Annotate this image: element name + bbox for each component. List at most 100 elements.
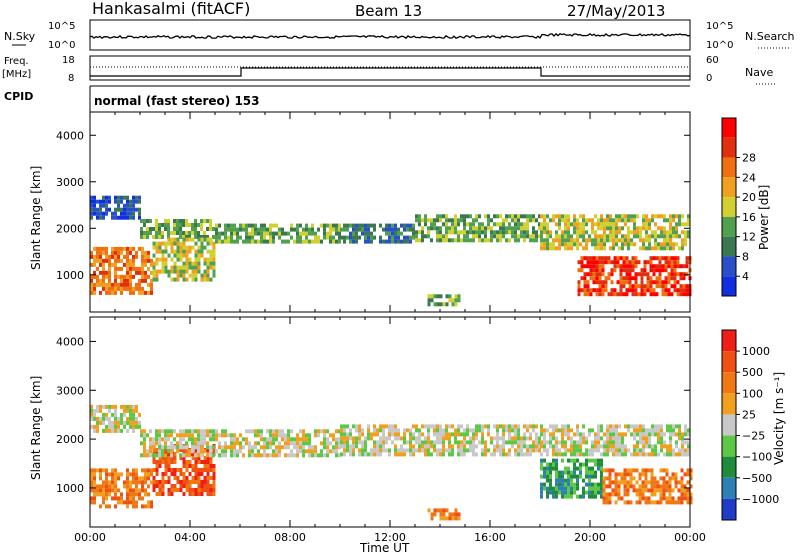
power-band-6 [427, 294, 461, 307]
power-band-2 [140, 219, 215, 239]
power-colorbar-label: Power [dB] [757, 185, 771, 250]
velocity-colorbar: 1000 500 100 25 −25 −100 −500 −1000 [721, 329, 779, 521]
vel-cbar-tick-label-2: 100 [742, 387, 763, 400]
nsearch-label: N.Search [745, 30, 795, 43]
nsky-label: N.Sky [4, 30, 36, 43]
power-ylabel: Slant Range [km] [29, 166, 43, 270]
power-cbar-swatch-0 [722, 118, 736, 138]
velocity-band-6 [540, 424, 690, 457]
vel-cbar-tick-label-5: −100 [742, 451, 772, 464]
nsky-tick-low-left: 10^0 [48, 40, 75, 51]
power-band-7 [415, 214, 541, 243]
power-band-5 [340, 223, 415, 244]
vel-cbar-frame [721, 329, 737, 521]
vel-cbar-tick-label-4: −25 [742, 430, 765, 443]
xtick-label-0: 00:00 [74, 531, 106, 544]
power-cbar-swatch-1 [722, 137, 736, 158]
power-ytick-label-2: 3000 [56, 176, 84, 189]
velocity-axes: 1000 2000 3000 4000 00:00 04:00 08:00 12:00 16:0… [56, 317, 706, 544]
nsky-tick-high-right: 10^5 [706, 21, 733, 32]
power-cbar-tick-label-5: 24 [742, 171, 756, 184]
vel-cbar-tick-label-6: −500 [742, 472, 772, 485]
xtick-label-1: 04:00 [174, 531, 206, 544]
vel-cbar-swatch-1 [722, 351, 736, 373]
station-title: Hankasalmi (fitACF) [92, 0, 250, 18]
power-cbar-swatch-5 [722, 216, 736, 237]
beam-title: Beam 13 [355, 2, 422, 20]
xtick-label-2: 08:00 [274, 531, 306, 544]
nsky-tick-high-left: 10^5 [48, 21, 75, 32]
xtick-label-3: 12:00 [374, 531, 406, 544]
nsky-tick-low-right: 10^0 [706, 40, 733, 51]
power-cbar-tick-label-3: 16 [742, 211, 756, 224]
vel-cbar-swatch-4 [722, 414, 736, 436]
power-cbar-tick-label-1: 8 [742, 250, 749, 263]
velocity-band-3 [140, 429, 341, 458]
vel-cbar-swatch-7 [722, 477, 736, 499]
power-band-0 [90, 195, 141, 220]
velocity-band-4 [340, 424, 541, 457]
vel-cbar-swatch-8 [722, 498, 736, 520]
velocity-colorbar-label: Velocity [m s⁻¹] [772, 372, 786, 465]
vel-cbar-tick-label-7: −1000 [742, 493, 779, 506]
velocity-ytick-label-2: 3000 [56, 384, 84, 397]
nave-label: Nave [745, 66, 773, 79]
velocity-band-7 [540, 458, 603, 499]
xtick-label-5: 20:00 [574, 531, 606, 544]
vel-cbar-swatch-2 [722, 372, 736, 394]
power-axes: 1000 2000 3000 4000 [56, 112, 691, 312]
velocity-ytick-label-1: 2000 [56, 433, 84, 446]
vel-cbar-tick-label-3: 25 [742, 408, 756, 421]
power-cbar-swatch-4 [722, 197, 736, 217]
power-cbar-tick-label-0: 4 [742, 270, 749, 283]
velocity-band-5 [427, 508, 461, 521]
nsky-trace [89, 32, 691, 40]
freq-label: Freq. [4, 56, 29, 67]
velocity-ytick-label-0: 1000 [56, 482, 84, 495]
nave-tick-high-right: 60 [706, 55, 719, 66]
vel-cbar-tick-label-1: 500 [742, 366, 763, 379]
x-axis-label: Time UT [359, 541, 410, 554]
velocity-ytick-label-3: 4000 [56, 335, 84, 348]
freq-tick-high-left: 18 [62, 55, 75, 66]
power-cbar-tick-label-4: 20 [742, 191, 756, 204]
power-cbar-tick-label-6: 28 [742, 152, 756, 165]
xtick-label-4: 16:00 [474, 531, 506, 544]
freq-tick-low-left: 8 [68, 73, 74, 84]
power-ytick-label-1: 2000 [56, 222, 84, 235]
velocity-band-0 [90, 404, 141, 433]
vel-cbar-swatch-5 [722, 435, 736, 457]
cpid-label: CPID [4, 90, 33, 103]
power-band-9 [577, 256, 692, 297]
power-ytick-label-3: 4000 [56, 129, 84, 142]
power-cbar-swatch-2 [722, 157, 736, 178]
power-cbar-swatch-6 [722, 236, 736, 257]
cpid-text: normal (fast stereo) 153 [94, 94, 260, 108]
power-cbar-swatch-8 [722, 276, 736, 296]
power-ytick-label-0: 1000 [56, 269, 84, 282]
vel-cbar-swatch-0 [722, 330, 736, 352]
power-data [90, 195, 692, 307]
vel-cbar-swatch-3 [722, 393, 736, 415]
nsky-panel-frame [89, 19, 691, 51]
power-band-3 [152, 237, 216, 282]
vel-cbar-tick-label-0: 1000 [742, 345, 770, 358]
power-band-1 [90, 246, 153, 295]
vel-cbar-swatch-6 [722, 456, 736, 478]
xtick-label-6: 00:00 [674, 531, 706, 544]
power-band-8 [540, 214, 690, 251]
power-cbar-tick-label-2: 12 [742, 231, 756, 244]
freq-panel-frame [89, 55, 691, 81]
date-title: 27/May/2013 [567, 2, 665, 20]
freq-trace [90, 67, 690, 77]
power-cbar-frame [721, 117, 737, 297]
velocity-ylabel: Slant Range [km] [29, 376, 43, 480]
nave-tick-low-right: 0 [706, 73, 712, 84]
power-cbar-swatch-7 [722, 256, 736, 277]
power-band-4 [215, 223, 341, 244]
velocity-data [90, 404, 693, 521]
velocity-band-8 [602, 468, 693, 505]
power-colorbar: 4 8 12 16 20 24 28 [721, 117, 756, 297]
freq-unit-label: [MHz] [2, 69, 31, 80]
